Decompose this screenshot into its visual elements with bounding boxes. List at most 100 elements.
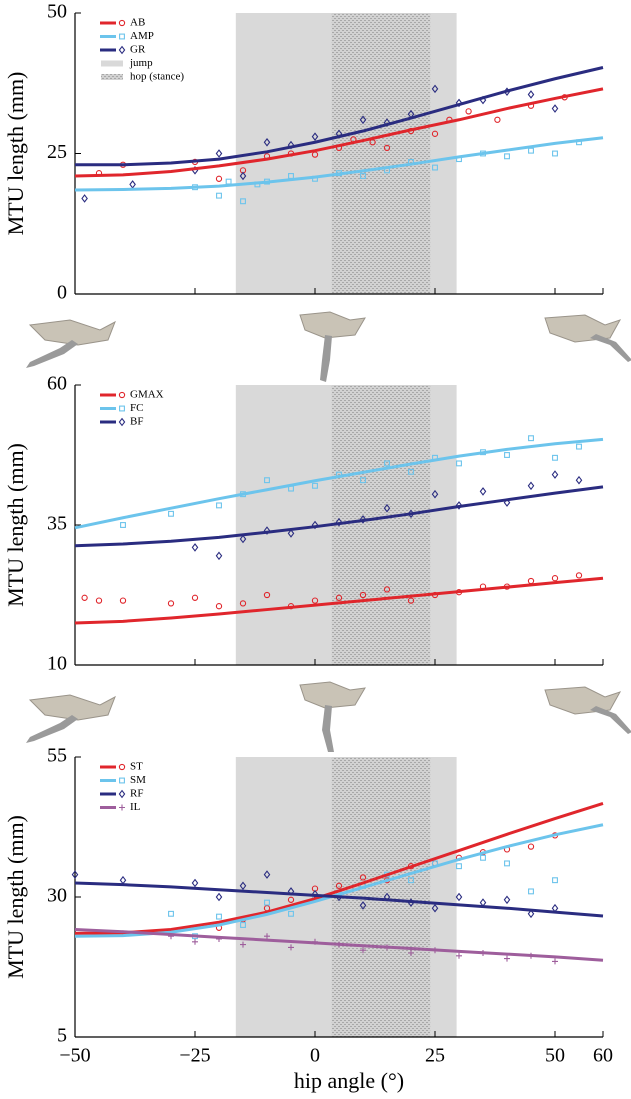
marker	[239, 881, 247, 891]
marker	[408, 877, 414, 884]
marker	[527, 481, 535, 491]
marker	[552, 958, 558, 965]
marker	[311, 520, 319, 530]
marker	[456, 460, 462, 467]
marker	[239, 171, 247, 181]
marker	[384, 460, 390, 467]
marker	[129, 180, 136, 189]
y-tick-label: 0	[57, 282, 67, 304]
fit-line	[74, 485, 604, 548]
marker	[360, 947, 366, 954]
x-tick-label: −25	[179, 1045, 210, 1067]
marker	[264, 899, 270, 906]
marker	[287, 529, 295, 538]
marker	[118, 789, 126, 799]
marker	[288, 944, 294, 951]
pelvis-icons-1	[26, 311, 631, 382]
marker	[263, 870, 271, 879]
y-tick-label: 60	[47, 373, 67, 395]
marker	[503, 895, 511, 905]
fit-line	[74, 437, 604, 530]
marker	[494, 116, 501, 123]
marker	[407, 597, 415, 604]
marker	[216, 192, 222, 199]
marker	[191, 543, 199, 552]
marker	[551, 470, 559, 479]
marker	[360, 173, 366, 179]
marker	[527, 843, 535, 850]
fit-line	[75, 66, 604, 167]
marker	[240, 941, 246, 948]
legend-label: IL	[130, 801, 141, 813]
marker	[431, 903, 439, 913]
marker	[527, 577, 535, 585]
marker	[455, 98, 463, 108]
y-axis-label: MTU length (mm)	[3, 815, 28, 979]
legend-label: BF	[130, 416, 143, 428]
legend-label: hop (stance)	[130, 71, 184, 83]
marker	[240, 198, 246, 205]
marker	[359, 115, 367, 125]
legend-label: SM	[130, 774, 146, 786]
fit-line	[74, 802, 604, 935]
marker	[81, 594, 88, 601]
marker	[576, 443, 582, 450]
y-axis-label: MTU length (mm)	[3, 72, 28, 236]
marker	[504, 153, 510, 160]
marker	[95, 597, 103, 604]
marker	[118, 763, 126, 771]
marker	[528, 147, 534, 154]
marker	[552, 877, 558, 884]
marker	[287, 896, 295, 903]
fit-line	[74, 576, 604, 625]
marker	[432, 164, 438, 171]
marker	[504, 955, 510, 962]
pelvis-icons-2	[26, 681, 631, 752]
marker	[263, 591, 271, 599]
marker	[168, 510, 174, 517]
marker	[215, 149, 223, 158]
marker	[504, 452, 510, 458]
legend-swatch	[101, 60, 123, 67]
marker	[575, 475, 583, 485]
marker	[408, 950, 414, 956]
marker	[192, 938, 198, 945]
y-tick-label: 35	[47, 513, 67, 535]
y-tick-label: 5	[57, 1025, 67, 1047]
y-tick-label: 30	[47, 885, 67, 907]
y-tick-label: 10	[47, 653, 67, 675]
marker	[575, 572, 583, 579]
marker	[480, 854, 486, 861]
marker	[239, 534, 247, 544]
fit-line	[74, 881, 604, 918]
marker	[263, 526, 271, 535]
marker	[527, 909, 535, 919]
marker	[552, 454, 558, 461]
marker	[215, 175, 223, 182]
marker	[479, 487, 487, 496]
marker	[215, 892, 223, 902]
marker	[383, 503, 391, 513]
marker	[119, 597, 127, 604]
marker	[120, 522, 126, 528]
shaded-region	[331, 385, 431, 665]
marker	[552, 150, 558, 157]
marker	[71, 870, 79, 879]
marker	[335, 594, 343, 601]
marker	[264, 933, 270, 940]
marker	[118, 417, 126, 427]
marker	[311, 132, 319, 141]
marker	[359, 515, 367, 524]
marker	[335, 882, 343, 889]
marker	[359, 901, 367, 910]
marker	[359, 874, 367, 881]
marker	[504, 860, 510, 867]
marker	[551, 104, 559, 113]
marker	[455, 892, 463, 902]
marker	[359, 591, 367, 599]
